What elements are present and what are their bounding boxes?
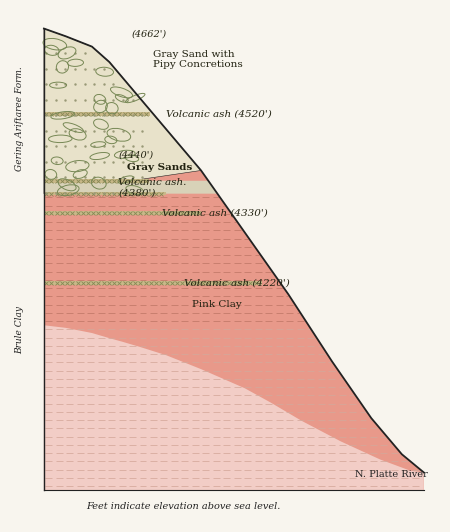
Polygon shape — [44, 181, 217, 194]
Text: Gray Sand with
Pipy Concretions: Gray Sand with Pipy Concretions — [153, 50, 243, 69]
Polygon shape — [44, 192, 166, 195]
Text: Volcanic ash.
(4380'): Volcanic ash. (4380') — [118, 178, 186, 197]
Text: (4662'): (4662') — [131, 29, 166, 38]
Text: Volcanic ash (4330'): Volcanic ash (4330') — [162, 208, 267, 217]
Polygon shape — [44, 281, 262, 285]
Text: N. Platte River: N. Platte River — [356, 470, 428, 479]
Text: Feet indicate elevation above sea level.: Feet indicate elevation above sea level. — [86, 502, 281, 511]
Polygon shape — [44, 29, 201, 194]
Text: Volcanic ash (4220'): Volcanic ash (4220') — [184, 278, 289, 287]
Text: Gray Sands: Gray Sands — [127, 163, 192, 172]
Text: Volcanic ash (4520'): Volcanic ash (4520') — [166, 109, 272, 118]
Text: Brule Clay: Brule Clay — [15, 306, 24, 354]
Text: Pink Clay: Pink Clay — [192, 300, 242, 309]
Polygon shape — [44, 325, 423, 491]
Polygon shape — [44, 211, 201, 215]
Text: Gering Ariftaree Form.: Gering Ariftaree Form. — [15, 66, 24, 171]
Text: (4440'): (4440') — [118, 151, 153, 160]
Polygon shape — [44, 179, 148, 182]
Polygon shape — [44, 29, 423, 491]
Polygon shape — [44, 112, 150, 116]
